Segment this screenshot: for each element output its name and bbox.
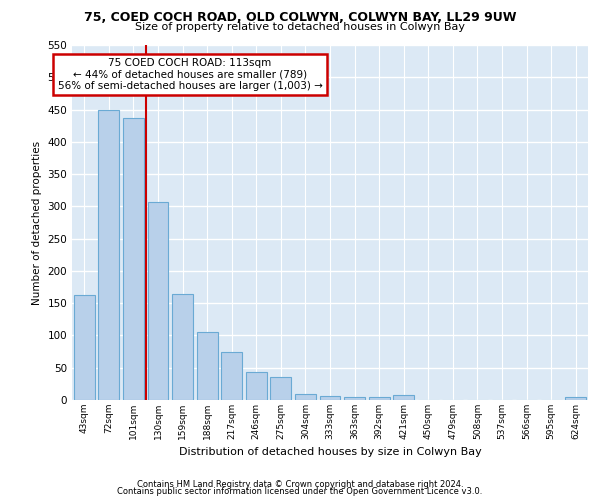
Bar	[197, 332, 218, 400]
Bar	[123, 118, 144, 400]
Bar	[246, 372, 267, 400]
Bar	[98, 110, 119, 400]
Text: Contains public sector information licensed under the Open Government Licence v3: Contains public sector information licen…	[118, 487, 482, 496]
Text: 75, COED COCH ROAD, OLD COLWYN, COLWYN BAY, LL29 9UW: 75, COED COCH ROAD, OLD COLWYN, COLWYN B…	[84, 11, 516, 24]
Bar	[565, 398, 586, 400]
Text: Size of property relative to detached houses in Colwyn Bay: Size of property relative to detached ho…	[135, 22, 465, 32]
Bar	[148, 202, 169, 400]
Bar	[320, 396, 340, 400]
Bar	[344, 397, 365, 400]
Bar	[368, 397, 389, 400]
Bar	[172, 294, 193, 400]
Bar	[295, 394, 316, 400]
Bar	[271, 377, 292, 400]
Text: 75 COED COCH ROAD: 113sqm
← 44% of detached houses are smaller (789)
56% of semi: 75 COED COCH ROAD: 113sqm ← 44% of detac…	[58, 58, 322, 91]
Bar	[74, 295, 95, 400]
Bar	[393, 396, 414, 400]
Bar	[221, 352, 242, 400]
X-axis label: Distribution of detached houses by size in Colwyn Bay: Distribution of detached houses by size …	[179, 448, 481, 458]
Text: Contains HM Land Registry data © Crown copyright and database right 2024.: Contains HM Land Registry data © Crown c…	[137, 480, 463, 489]
Y-axis label: Number of detached properties: Number of detached properties	[32, 140, 42, 304]
